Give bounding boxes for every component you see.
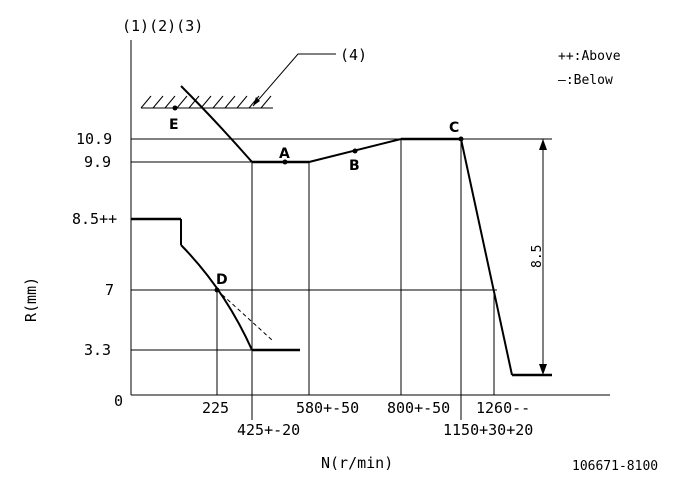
origin-label: 0 [114,392,123,410]
reference-numbers: (1)(2)(3) [122,17,203,35]
legend-above: ++:Above [558,49,621,64]
y-tick-9-9: 9.9 [84,153,111,171]
x-tick-580: 580+-50 [296,399,359,417]
dimension-arrow-bottom [539,364,547,375]
stopper-reference: (4) [340,46,367,64]
point-e-label: E [169,117,179,133]
stopper-leader-line [252,53,336,107]
stroke-dimension-label: 8.5 [530,245,545,268]
point-d-label: D [216,272,228,288]
stopper-hatching [140,95,273,109]
full-load-curve-upper [180,85,253,163]
y-tick-3-3: 3.3 [84,341,111,359]
y-tick-7: 7 [105,281,114,299]
x-tick-800: 800+-50 [387,399,450,417]
y-tick-10-9: 10.9 [76,130,112,148]
part-number: 106671-8100 [572,459,658,474]
legend-below: —:Below [558,73,613,88]
point-c-label: C [449,120,459,136]
x-tick-1260: 1260-- [476,399,530,417]
governor-cutoff-line [460,138,513,376]
x-tick-1150: 1150+30+20 [443,421,533,439]
y-axis-label: R(mm) [22,277,40,322]
x-tick-425: 425+-20 [237,421,300,439]
point-b-label: B [349,158,360,174]
x-tick-225: 225 [202,399,229,417]
dashed-guide-d [216,289,273,341]
point-a-marker [282,159,288,165]
y-tick-8-5: 8.5++ [72,210,117,228]
point-b-marker [352,148,358,154]
start-curve-lower [180,244,253,351]
dimension-arrow-top [539,139,547,150]
point-e-marker [172,105,178,111]
point-a-label: A [279,146,290,162]
leader-arrowhead [253,97,260,106]
point-c-marker [458,136,464,142]
point-d-marker [214,287,220,293]
x-axis-label: N(r/min) [321,454,393,472]
